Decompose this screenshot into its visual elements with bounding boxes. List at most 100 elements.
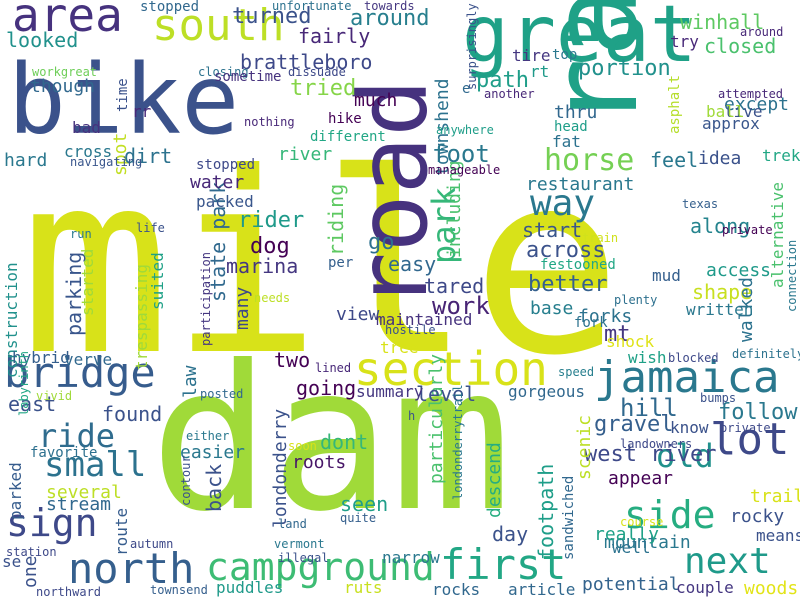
cloud-word-manageable: manageable [428, 163, 501, 177]
cloud-word-posted: posted [200, 387, 244, 401]
cloud-word-narrow: narrow [382, 548, 440, 567]
cloud-word-se: se [2, 552, 22, 571]
cloud-word-train: train [582, 231, 619, 245]
cloud-word-west-river: west river [584, 442, 717, 467]
cloud-word-footpath: footpath [534, 463, 558, 560]
cloud-word-marina: marina [226, 254, 299, 278]
cloud-word-shock: shock [606, 332, 655, 351]
cloud-word-along: along [690, 214, 751, 238]
cloud-word-around: around [740, 25, 784, 39]
cloud-word-lined: lined [315, 361, 352, 375]
cloud-word-time: time [115, 78, 131, 112]
cloud-word-wish: wish [628, 348, 667, 367]
cloud-word-rocks: rocks [432, 580, 481, 599]
cloud-word-dog: dog [250, 234, 290, 259]
cloud-word-anywhere: anywhere [436, 123, 494, 137]
cloud-word-mountain: mountain [604, 532, 691, 553]
cloud-word-horse: horse [544, 143, 635, 178]
cloud-word-verve: verve [64, 350, 113, 369]
cloud-word-hard: hard [4, 150, 48, 171]
cloud-word-workgreat: workgreat [32, 65, 98, 79]
cloud-word-idea: idea [698, 148, 742, 169]
cloud-word-private: private [720, 421, 771, 435]
cloud-word-brattleboro: brattleboro [240, 50, 373, 74]
cloud-word-fairly: fairly [298, 24, 371, 48]
cloud-word-mile: mile [20, 119, 623, 410]
cloud-word-old: old [656, 437, 714, 475]
cloud-word-level: level [416, 382, 477, 406]
cloud-word-really: really [594, 524, 660, 545]
cloud-word-south: south [152, 0, 285, 51]
cloud-word-means: means [756, 526, 800, 545]
cloud-word-riding: riding [324, 183, 348, 256]
cloud-word-trek: trek [762, 146, 800, 165]
cloud-word-attempted: attempted [718, 87, 784, 101]
cloud-word-descend: descend [484, 442, 505, 518]
cloud-word-either: either [186, 429, 230, 443]
cloud-word-life: life [136, 221, 165, 235]
cloud-word-except: except [724, 94, 790, 115]
cloud-word-another: another [484, 87, 535, 101]
cloud-word-east: east [8, 392, 57, 416]
cloud-word-feel: feel [650, 148, 699, 172]
cloud-word-portion: portion [578, 56, 671, 81]
cloud-word-go: go [368, 230, 395, 255]
cloud-word-hybrid: hybrid [12, 348, 70, 367]
cloud-word-head: head [554, 119, 588, 135]
cloud-word-tried: tried [290, 76, 357, 101]
cloud-word-bad: bad [72, 118, 101, 137]
cloud-word-participation: participation [199, 252, 213, 346]
cloud-word-way: way [530, 183, 596, 224]
cloud-word-try: try [670, 32, 699, 51]
cloud-word-stopped: stopped [196, 157, 256, 173]
cloud-word-one: one [20, 555, 41, 588]
cloud-word-ride: ride [38, 417, 116, 455]
cloud-word-tree: tree [380, 338, 419, 357]
cloud-word-gravel: gravel [594, 412, 674, 437]
cloud-word-station: station [6, 545, 57, 559]
cloud-word-much: much [354, 90, 398, 111]
cloud-word-contour: contour [179, 455, 193, 506]
cloud-word-follow: follow [718, 400, 798, 425]
cloud-word-hostile: hostile [385, 323, 436, 337]
cloud-word-easy: easy [388, 252, 437, 276]
cloud-word-well: well [612, 538, 651, 557]
cloud-word-surprisingly: surprisingly [465, 3, 479, 90]
cloud-word-route: route [112, 507, 131, 556]
cloud-word-winhall: winhall [680, 10, 765, 34]
cloud-word-hill: hill [620, 394, 678, 422]
cloud-word-particularly: particularly [426, 353, 447, 484]
cloud-word-base: base [530, 298, 574, 319]
cloud-word-favorite: favorite [30, 445, 98, 461]
cloud-word-first: first [440, 540, 567, 589]
cloud-word-started: started [78, 248, 97, 316]
cloud-word-northward: northward [36, 585, 102, 599]
cloud-word-townsend: townsend [150, 583, 208, 597]
cloud-word-lot: lot [710, 414, 790, 465]
cloud-word-rocky: rocky [730, 506, 785, 527]
cloud-word-looked: looked [6, 28, 79, 52]
cloud-word-bridge: bridge [4, 348, 156, 397]
cloud-word-mud: mud [652, 266, 681, 285]
cloud-word-plenty: plenty [614, 293, 658, 307]
cloud-word-festooned: festooned [540, 257, 616, 273]
cloud-word-foot: foot [432, 140, 490, 168]
cloud-word-tared: tared [424, 274, 485, 298]
cloud-word-woods: woods [744, 578, 799, 599]
cloud-word-ball: ball [706, 102, 745, 121]
cloud-word-sign: sign [6, 501, 98, 545]
cloud-word-closing: closing [198, 65, 249, 79]
cloud-word-sometime: sometime [214, 69, 282, 85]
cloud-word-going: going [296, 376, 357, 400]
cloud-word-across: across [526, 238, 606, 263]
cloud-word-ruts: ruts [344, 578, 383, 597]
cloud-word-river: river [278, 144, 333, 165]
cloud-word-stream: stream [46, 494, 112, 515]
cloud-word-londonderry: londonderry [270, 408, 291, 528]
cloud-word-work: work [432, 292, 490, 320]
cloud-word-around: around [350, 6, 430, 31]
cloud-word-water: water [190, 172, 245, 193]
cloud-word-forks: forks [578, 306, 633, 327]
cloud-word-potential: potential [582, 574, 680, 595]
